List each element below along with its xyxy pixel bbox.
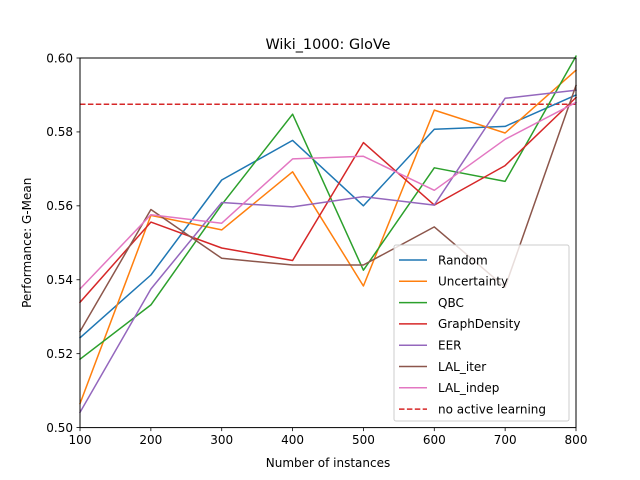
y-tick-label: 0.56 [46, 199, 73, 213]
series-line-eer [78, 89, 577, 414]
x-tick-label: 400 [281, 433, 304, 447]
x-tick-label: 200 [139, 433, 162, 447]
x-tick-label: 600 [423, 433, 446, 447]
axis-ticks [76, 57, 577, 432]
legend-label-no-active-learning: no active learning [438, 402, 546, 416]
y-tick-label: 0.54 [46, 273, 73, 287]
series-lines [78, 55, 578, 414]
x-tick-labels: 100 200 300 400 500 600 700 800 [69, 433, 588, 447]
chart-title: Wiki_1000: GloVe [265, 37, 390, 53]
legend-label-lal-iter: LAL_iter [438, 360, 486, 374]
y-tick-label: 0.60 [46, 51, 73, 65]
series-line-random [78, 94, 577, 339]
y-tick-labels: 0.50 0.52 0.54 0.56 0.58 0.60 [46, 51, 73, 435]
x-tick-label: 300 [210, 433, 233, 447]
x-tick-label: 500 [352, 433, 375, 447]
y-axis-label: Performance: G-Mean [20, 178, 34, 308]
plot-area-frame [79, 57, 577, 429]
legend-frame [393, 244, 570, 422]
legend-label-eer: EER [438, 339, 462, 353]
series-line-qbc [78, 55, 578, 361]
y-tick-label: 0.52 [46, 347, 73, 361]
legend: Random Uncertainty QBC GraphDensity EER LAL_i… [393, 244, 570, 422]
series-line-lal-indep [78, 101, 578, 291]
y-tick-label: 0.50 [46, 421, 73, 435]
x-axis-label: Number of instances [266, 456, 391, 470]
legend-label-qbc: QBC [438, 296, 464, 310]
legend-label-random: Random [438, 253, 488, 267]
legend-label-lal-indep: LAL_indep [438, 381, 499, 395]
x-tick-label: 100 [69, 433, 92, 447]
legend-label-uncertainty: Uncertainty [438, 275, 508, 289]
y-tick-label: 0.58 [46, 125, 73, 139]
x-tick-label: 700 [494, 433, 517, 447]
legend-label-graphdensity: GraphDensity [438, 317, 520, 331]
x-tick-label: 800 [565, 433, 588, 447]
